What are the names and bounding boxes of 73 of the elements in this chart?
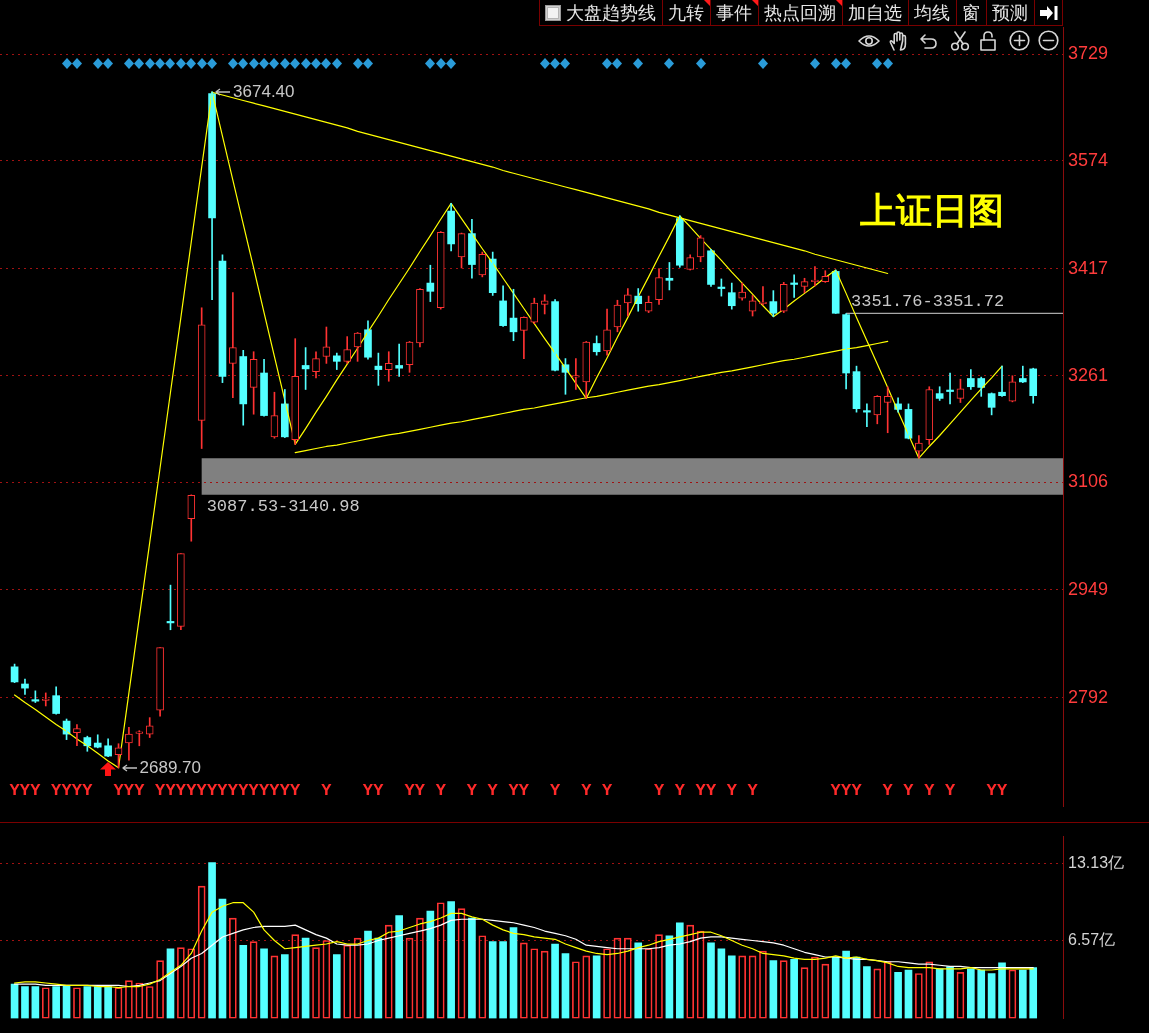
bar — [935, 968, 944, 1019]
candlestick — [572, 358, 580, 390]
bar — [104, 986, 112, 1019]
bar — [863, 966, 871, 1019]
text: 预测 — [992, 2, 1028, 23]
annotation: 2689.70 — [139, 757, 201, 777]
bar — [239, 944, 248, 1019]
bar — [717, 948, 726, 1019]
bar — [894, 972, 902, 1019]
bar — [561, 953, 570, 1019]
bar — [831, 956, 840, 1019]
bar — [281, 954, 289, 1019]
bar — [395, 915, 403, 1019]
bar — [592, 955, 601, 1019]
y-tick-label: 6.57亿 — [1068, 931, 1116, 949]
bar — [707, 942, 715, 1019]
text: 热点回溯 — [764, 2, 836, 23]
y-tick-label: 13.13亿 — [1068, 853, 1125, 871]
text: 大盘趋势线 — [566, 2, 656, 23]
bar — [260, 948, 268, 1019]
candlestick — [41, 692, 50, 707]
band-label: 3087.53-3140.98 — [206, 496, 360, 516]
y-tick-label: 3417 — [1068, 257, 1109, 278]
bar — [634, 942, 643, 1019]
bar — [946, 966, 954, 1019]
bar — [769, 960, 778, 1019]
bar — [790, 959, 798, 1019]
y-tick-label: 3261 — [1068, 364, 1109, 385]
text: 窗 — [962, 2, 980, 23]
bar — [967, 968, 975, 1019]
annotation: 3674.40 — [233, 81, 295, 101]
band-label: 3351.76-3351.72 — [851, 292, 1005, 312]
bar — [675, 922, 684, 1019]
bar — [332, 954, 341, 1019]
bar — [1029, 967, 1038, 1019]
bar — [468, 917, 476, 1019]
bar — [727, 955, 736, 1019]
candlestick — [395, 343, 403, 377]
annotation: YYY YYYY YYY YYYYYYYYYYYYYY Y YY YY Y Y Y YY Y Y Y Y Y YY Y Y YYY Y Y Y Y YY — [9, 781, 1008, 801]
y-tick-label: 2949 — [1068, 578, 1109, 599]
candlestick — [73, 724, 81, 747]
bar — [842, 950, 850, 1019]
bar — [551, 943, 559, 1019]
y-tick-label: 3106 — [1068, 471, 1109, 492]
candlestick — [384, 351, 393, 382]
bar — [904, 969, 913, 1019]
bar — [998, 962, 1006, 1019]
bar — [509, 927, 518, 1019]
bar — [93, 986, 102, 1019]
bar — [977, 969, 986, 1019]
text: 均线 — [914, 2, 950, 23]
bar — [488, 941, 497, 1019]
bar — [987, 973, 996, 1019]
bar — [208, 862, 216, 1019]
bar — [31, 986, 40, 1019]
candlestick — [540, 294, 549, 315]
candlestick — [229, 292, 237, 399]
text: 加自选 — [848, 2, 902, 23]
text: 九转 — [668, 2, 704, 23]
bar — [364, 930, 372, 1019]
candlestick — [883, 386, 892, 434]
bar — [447, 901, 455, 1019]
y-tick-label: 2792 — [1068, 686, 1109, 707]
bar — [499, 941, 507, 1019]
text: 上证日图 — [860, 189, 1004, 231]
candlestick — [135, 730, 144, 747]
bar — [21, 986, 29, 1019]
y-tick-label: 3574 — [1068, 149, 1109, 170]
bar — [52, 986, 60, 1019]
text: 事件 — [716, 2, 752, 23]
bar — [83, 986, 92, 1019]
y-tick-label: 3729 — [1068, 43, 1109, 64]
bar — [1018, 969, 1027, 1019]
